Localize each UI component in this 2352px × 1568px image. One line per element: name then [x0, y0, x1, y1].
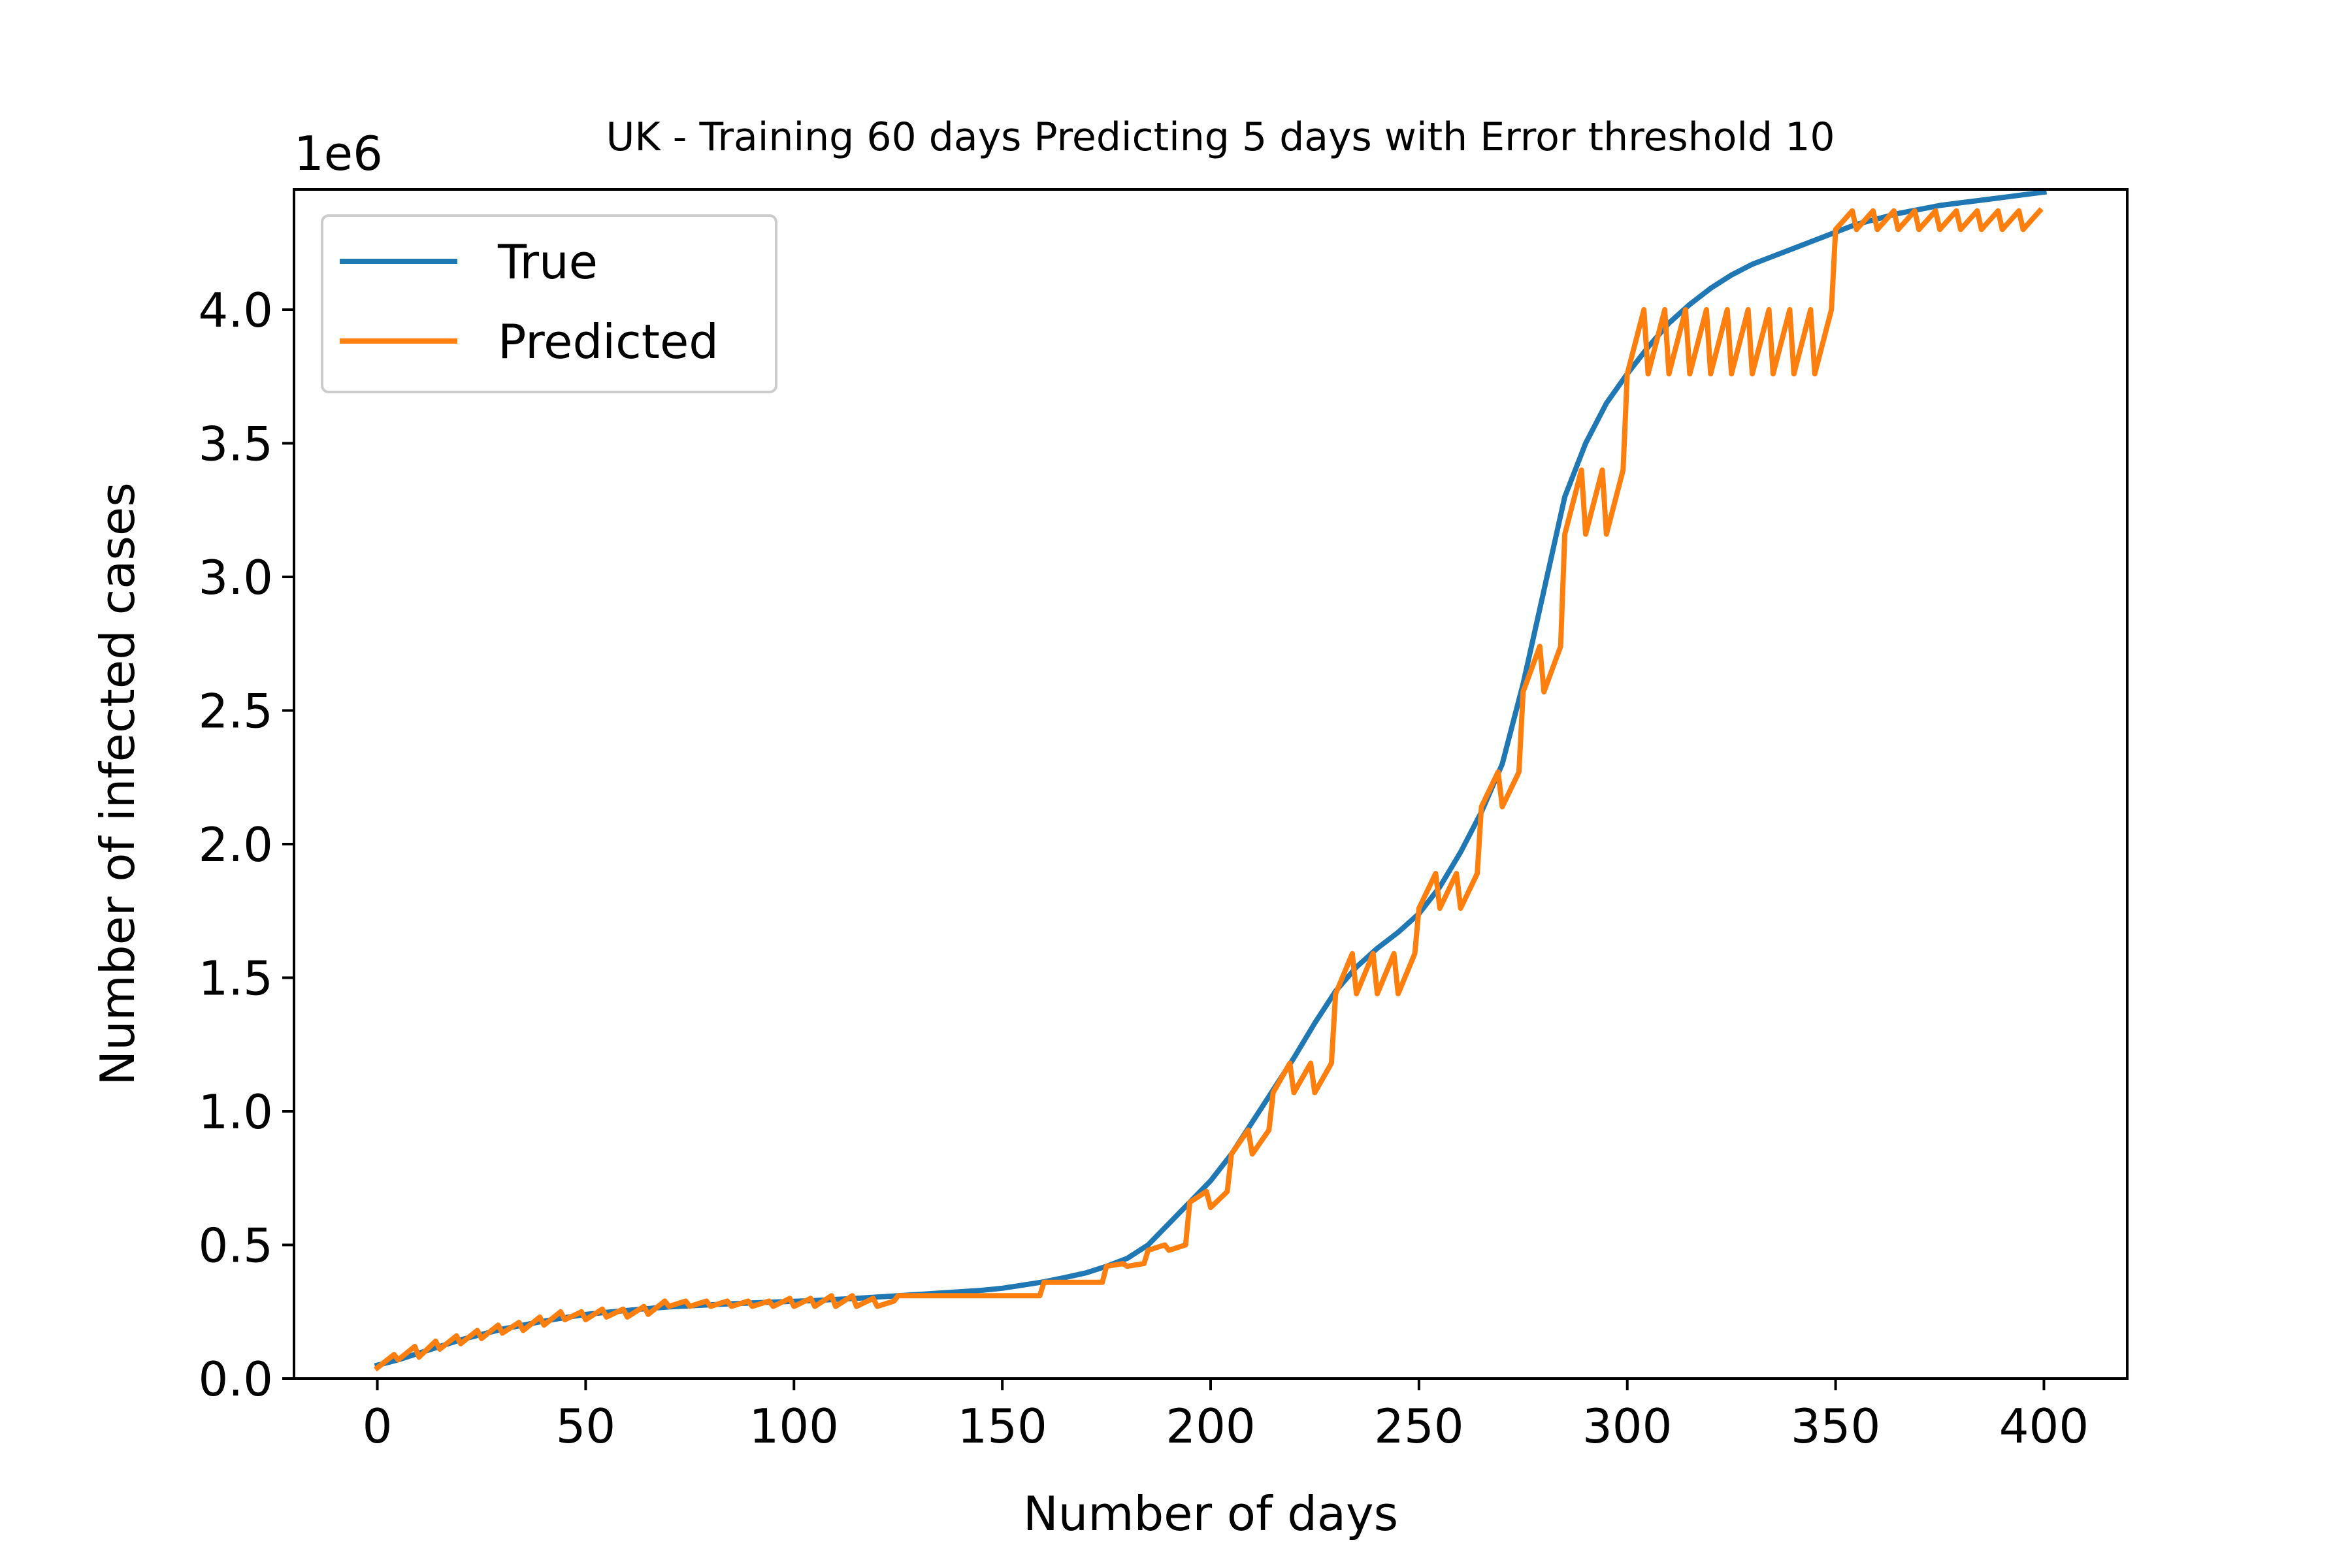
y-axis-ticks: 0.0 0.5 1.0 1.5 2.0 2.5 3.0 3.5 4.0	[198, 283, 294, 1407]
y-scale-label: 1e6	[294, 126, 383, 181]
y-tick-label: 0.5	[198, 1218, 273, 1273]
plot-frame	[293, 188, 2129, 1380]
y-tick-label: 2.5	[198, 684, 273, 739]
y-tick-label: 2.0	[198, 817, 273, 872]
x-axis-label: Number of days	[1023, 1486, 1398, 1541]
y-tick-label: 4.0	[198, 283, 273, 338]
x-tick-label: 250	[1374, 1399, 1463, 1454]
x-tick-label: 0	[363, 1399, 393, 1454]
legend-label-true: True	[497, 235, 598, 289]
x-tick-label: 300	[1582, 1399, 1672, 1454]
x-tick-label: 400	[1999, 1399, 2089, 1454]
y-tick-label: 1.5	[198, 951, 273, 1006]
legend: True Predicted	[321, 214, 777, 393]
x-axis-ticks: 0 50 100 150 200 250 300 350 400	[363, 1379, 2089, 1454]
legend-label-predicted: Predicted	[498, 314, 719, 369]
x-tick-label: 350	[1791, 1399, 1880, 1454]
y-axis-label: Number of infected cases	[90, 482, 145, 1085]
x-tick-label: 50	[556, 1399, 616, 1454]
x-tick-label: 100	[749, 1399, 839, 1454]
y-tick-label: 3.5	[198, 417, 273, 472]
x-tick-label: 200	[1166, 1399, 1255, 1454]
series-line-predicted	[373, 207, 2044, 1372]
y-tick-label: 1.0	[198, 1085, 273, 1139]
y-tick-label: 3.0	[198, 550, 273, 605]
x-tick-label: 150	[957, 1399, 1047, 1454]
plot-lines	[373, 189, 2047, 1372]
chart-title: UK - Training 60 days Predicting 5 days …	[606, 114, 1835, 160]
y-tick-label: 0.0	[198, 1352, 273, 1407]
